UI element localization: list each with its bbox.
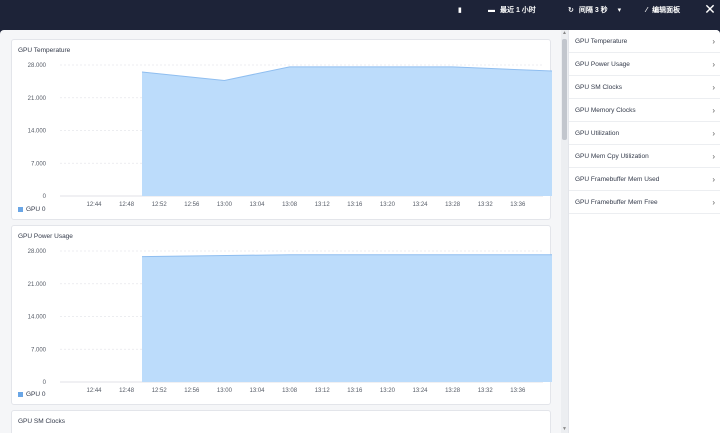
scroll-down-icon[interactable]: ▼	[562, 426, 567, 432]
sidebar-item-gpu-framebuffer-mem-free[interactable]: GPU Framebuffer Mem Free ›	[569, 191, 720, 214]
dashboard-sheet: GPU Temperature 28.000 21.000 14.000 7.000 0…	[0, 30, 720, 433]
legend-swatch	[18, 392, 23, 397]
sidebar-item-label: GPU Utilization	[575, 129, 620, 137]
x-tick-label: 12:56	[184, 388, 200, 394]
x-tick-label: 13:12	[315, 388, 331, 394]
x-tick-label: 13:24	[412, 202, 428, 208]
chevron-right-icon: ›	[712, 174, 715, 184]
x-tick-label: 12:52	[152, 202, 168, 208]
x-tick-label: 13:28	[445, 388, 461, 394]
gpu-power-usage-chart[interactable]: 28.000 21.000 14.000 7.000 0 12:44 12:48 12:52 1…	[12, 240, 552, 400]
y-tick-label: 21.000	[28, 96, 47, 102]
refresh-interval-label: 间隔 3 秒	[578, 7, 608, 14]
x-tick-label: 12:52	[152, 388, 168, 394]
refresh-interval-button[interactable]: ↻ 间隔 3 秒 ▾	[568, 4, 626, 16]
x-tick-label: 13:16	[347, 388, 363, 394]
sidebar-item-gpu-sm-clocks[interactable]: GPU SM Clocks ›	[569, 76, 720, 99]
y-tick-label: 28.000	[28, 63, 47, 69]
x-tick-label: 12:44	[86, 388, 102, 394]
y-tick-label: 14.000	[28, 315, 47, 321]
scroll-thumb[interactable]	[562, 39, 567, 140]
chevron-right-icon: ›	[712, 197, 715, 207]
scroll-up-icon[interactable]: ▲	[562, 30, 567, 36]
y-tick-label: 0	[43, 194, 47, 200]
legend[interactable]: GPU 0	[18, 206, 46, 213]
close-icon[interactable]: ✕	[704, 1, 716, 17]
x-tick-label: 13:00	[217, 202, 233, 208]
refresh-icon: ↻	[568, 6, 574, 14]
datasource-button[interactable]: ▮	[458, 4, 467, 16]
chevron-right-icon: ›	[712, 36, 715, 46]
chevron-right-icon: ›	[712, 151, 715, 161]
panel-title: GPU SM Clocks	[18, 418, 65, 425]
x-tick-label: 12:48	[119, 202, 135, 208]
clock-icon: ▬	[488, 6, 495, 14]
y-tick-label: 0	[43, 380, 47, 386]
sidebar-item-label: GPU Framebuffer Mem Used	[575, 175, 660, 183]
panel-gpu-sm-clocks: GPU SM Clocks	[11, 410, 551, 433]
y-tick-label: 14.000	[28, 129, 47, 135]
x-tick-label: 13:20	[380, 388, 396, 394]
legend-label: GPU 0	[26, 391, 46, 398]
time-range-button[interactable]: ▬ 最近 1 小时	[488, 4, 536, 16]
gpu-temperature-chart[interactable]: 28.000 21.000 14.000 7.000 0 12:44 12:48 12:52 1…	[12, 54, 552, 214]
pencil-icon: ⁄	[646, 6, 648, 14]
x-tick-label: 13:04	[249, 202, 265, 208]
x-tick-label: 12:44	[86, 202, 102, 208]
x-tick-label: 13:24	[412, 388, 428, 394]
sidebar-item-label: GPU SM Clocks	[575, 83, 622, 91]
y-tick-label: 7.000	[31, 347, 47, 353]
legend-swatch	[18, 207, 23, 212]
x-tick-label: 12:56	[184, 202, 200, 208]
x-tick-label: 13:16	[347, 202, 363, 208]
x-tick-label: 13:00	[217, 388, 233, 394]
sidebar-item-label: GPU Framebuffer Mem Free	[575, 198, 658, 206]
x-tick-label: 13:36	[510, 202, 526, 208]
sidebar-item-gpu-power-usage[interactable]: GPU Power Usage ›	[569, 53, 720, 76]
panel-nav-sidebar: GPU Temperature › GPU Power Usage › GPU …	[568, 30, 720, 433]
x-tick-label: 12:48	[119, 388, 135, 394]
legend-label: GPU 0	[26, 206, 46, 213]
chevron-right-icon: ›	[712, 82, 715, 92]
panel-title: GPU Power Usage	[18, 233, 73, 240]
chevron-right-icon: ›	[712, 105, 715, 115]
chevron-right-icon: ›	[712, 59, 715, 69]
legend[interactable]: GPU 0	[18, 391, 46, 398]
sidebar-item-gpu-mem-cpy-utilization[interactable]: GPU Mem Cpy Utilization ›	[569, 145, 720, 168]
panel-gpu-power-usage: GPU Power Usage 28.000 21.000 14.000 7.000 0…	[11, 225, 552, 405]
sidebar-item-gpu-memory-clocks[interactable]: GPU Memory Clocks ›	[569, 99, 720, 122]
y-tick-label: 28.000	[28, 249, 47, 255]
x-tick-label: 13:36	[510, 388, 526, 394]
sidebar-item-label: GPU Power Usage	[575, 60, 630, 68]
chevron-right-icon: ›	[712, 128, 715, 138]
edit-panel-label: 编辑面板	[652, 7, 681, 14]
sidebar-item-gpu-framebuffer-mem-used[interactable]: GPU Framebuffer Mem Used ›	[569, 168, 720, 191]
x-tick-label: 13:12	[315, 202, 331, 208]
sidebar-item-label: GPU Mem Cpy Utilization	[575, 152, 649, 160]
edit-panel-button[interactable]: ⁄ 编辑面板	[646, 4, 680, 16]
sidebar-item-label: GPU Temperature	[575, 37, 628, 45]
x-tick-label: 13:04	[249, 388, 265, 394]
sidebar-item-label: GPU Memory Clocks	[575, 106, 636, 114]
sidebar-item-gpu-temperature[interactable]: GPU Temperature ›	[569, 30, 720, 53]
x-tick-label: 13:32	[478, 388, 494, 394]
database-icon: ▮	[458, 6, 462, 14]
x-tick-label: 13:08	[282, 388, 298, 394]
panel-title: GPU Temperature	[18, 47, 71, 54]
top-bar: ▮ ▬ 最近 1 小时 ↻ 间隔 3 秒 ▾ ⁄ 编辑面板 ✕	[0, 0, 720, 20]
y-tick-label: 21.000	[28, 282, 47, 288]
scrollbar[interactable]: ▲ ▼	[561, 30, 568, 433]
series-area[interactable]	[142, 66, 552, 196]
x-tick-label: 13:32	[478, 202, 494, 208]
x-tick-label: 13:08	[282, 202, 298, 208]
series-area[interactable]	[142, 254, 552, 382]
time-range-label: 最近 1 小时	[500, 7, 536, 14]
caret-down-icon: ▾	[617, 6, 622, 14]
panel-gpu-temperature: GPU Temperature 28.000 21.000 14.000 7.000 0…	[11, 39, 552, 220]
x-tick-label: 13:28	[445, 202, 461, 208]
x-tick-label: 13:20	[380, 202, 396, 208]
y-tick-label: 7.000	[31, 161, 47, 167]
sidebar-item-gpu-utilization[interactable]: GPU Utilization ›	[569, 122, 720, 145]
